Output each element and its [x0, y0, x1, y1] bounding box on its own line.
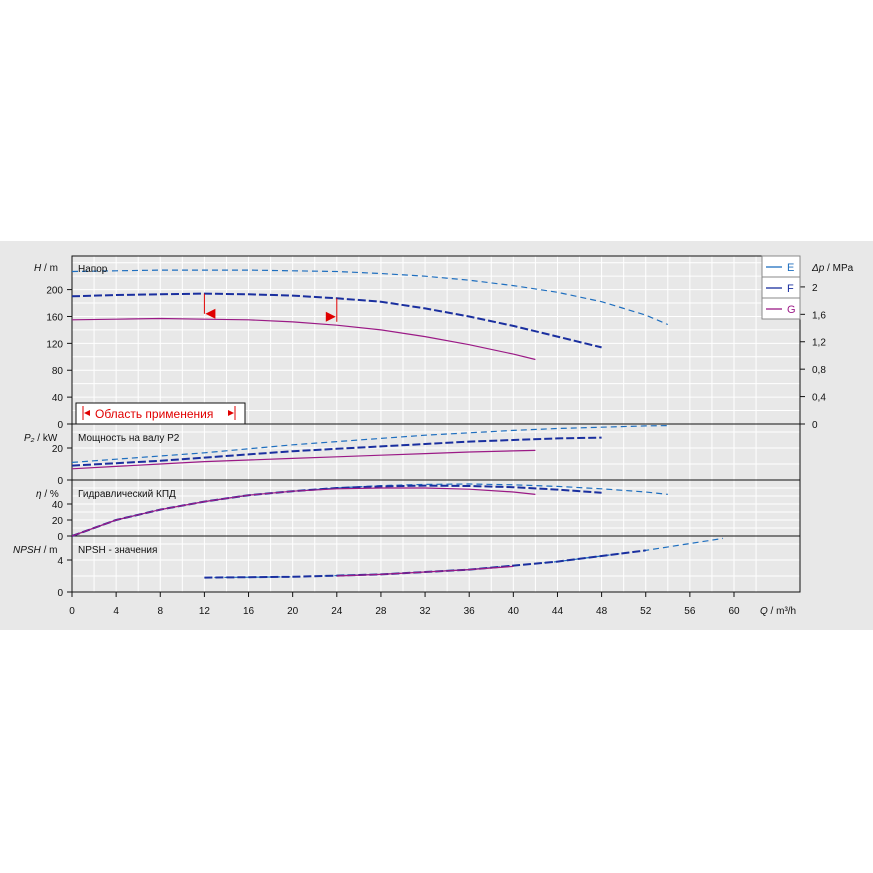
operating-range-box: Область применения: [75, 402, 246, 425]
svg-text:Δp / MPa: Δp / MPa: [811, 263, 854, 274]
x-axis-var: Q: [760, 606, 768, 617]
x-tick-label: 20: [287, 606, 299, 617]
x-axis-unit: / m³/h: [768, 606, 796, 617]
svg-text:η / %: η / %: [36, 489, 59, 500]
oprange-right-arrow: [325, 311, 336, 322]
head-y-tick-label: 160: [46, 312, 63, 323]
efficiency-y-tick-label: 20: [52, 516, 64, 527]
svg-text:P₂ / kW: P₂ / kW: [24, 433, 58, 444]
x-tick-label: 4: [113, 606, 119, 617]
efficiency-series-g: [71, 487, 536, 537]
x-tick-label: 40: [508, 606, 520, 617]
head-y-tick-label: 40: [52, 393, 64, 404]
head-panel-title: Напор: [78, 264, 108, 275]
pressure-y-tick-label: 2: [812, 283, 818, 294]
x-axis-label: Q / m³/h: [760, 606, 796, 617]
pressure-y-tick-label: 0,4: [812, 393, 826, 404]
operating-range-label: Область применения: [95, 407, 213, 421]
power-y-tick-label: 20: [52, 444, 64, 455]
power-series-e: [71, 425, 668, 463]
power-panel-title: Мощность на валу P2: [78, 433, 180, 444]
x-tick-label: 52: [640, 606, 652, 617]
head-y-tick-label: 200: [46, 286, 63, 297]
efficiency-y-tick-label: 40: [52, 500, 64, 511]
head-y-label: H / m: [34, 263, 58, 274]
power-series-f: [71, 436, 602, 467]
efficiency-y-label: η / %: [36, 489, 59, 500]
x-tick-label: 24: [331, 606, 343, 617]
legend-label-e: E: [787, 262, 794, 274]
npsh-y-label: NPSH / m: [13, 545, 57, 556]
head-series-f: [71, 292, 602, 349]
npsh-y-tick-label: 0: [57, 588, 63, 599]
head-y-tick-label: 120: [46, 339, 63, 350]
power-series-g: [71, 449, 536, 470]
x-tick-label: 32: [420, 606, 432, 617]
svg-text:Q / m³/h: Q / m³/h: [760, 606, 796, 617]
npsh-panel-frame: [71, 535, 801, 593]
x-tick-label: 16: [243, 606, 255, 617]
power-y-label: P₂ / kW: [24, 433, 58, 444]
legend: EFG: [761, 255, 801, 320]
pressure-y-label: Δp / MPa: [811, 263, 854, 274]
head-y-tick-label: 80: [52, 366, 64, 377]
x-tick-label: 8: [157, 606, 163, 617]
x-tick-label: 0: [69, 606, 75, 617]
svg-text:NPSH / m: NPSH / m: [13, 545, 57, 556]
operating-range-markers: [203, 293, 338, 322]
pressure-y-tick-label: 1,2: [812, 338, 826, 349]
pressure-y-tick-label: 1,6: [812, 310, 826, 321]
head-series-e: [71, 269, 669, 326]
power-y-tick-label: 0: [57, 476, 63, 487]
x-tick-label: 36: [464, 606, 476, 617]
svg-text:H / m: H / m: [34, 263, 58, 274]
pressure-y-tick-label: 0: [812, 420, 818, 431]
efficiency-panel-title: Гидравлический КПД: [78, 489, 176, 500]
x-tick-label: 12: [199, 606, 211, 617]
head-y-tick-label: 0: [57, 420, 63, 431]
legend-label-g: G: [787, 304, 796, 316]
npsh-y-tick-label: 4: [57, 556, 63, 567]
oprange-left-arrow: [205, 308, 216, 319]
x-tick-label: 56: [684, 606, 696, 617]
x-tick-label: 28: [375, 606, 387, 617]
legend-label-f: F: [787, 283, 794, 295]
npsh-panel-title: NPSH - значения: [78, 545, 157, 556]
npsh-series-g: [336, 565, 514, 577]
x-tick-label: 44: [552, 606, 564, 617]
head-series-g: [71, 317, 536, 361]
series-layer: [71, 269, 724, 579]
frame-layer: [71, 255, 801, 593]
pressure-y-tick-label: 0,8: [812, 365, 826, 376]
x-tick-label: 60: [728, 606, 740, 617]
efficiency-y-tick-label: 0: [57, 532, 63, 543]
x-tick-label: 48: [596, 606, 608, 617]
